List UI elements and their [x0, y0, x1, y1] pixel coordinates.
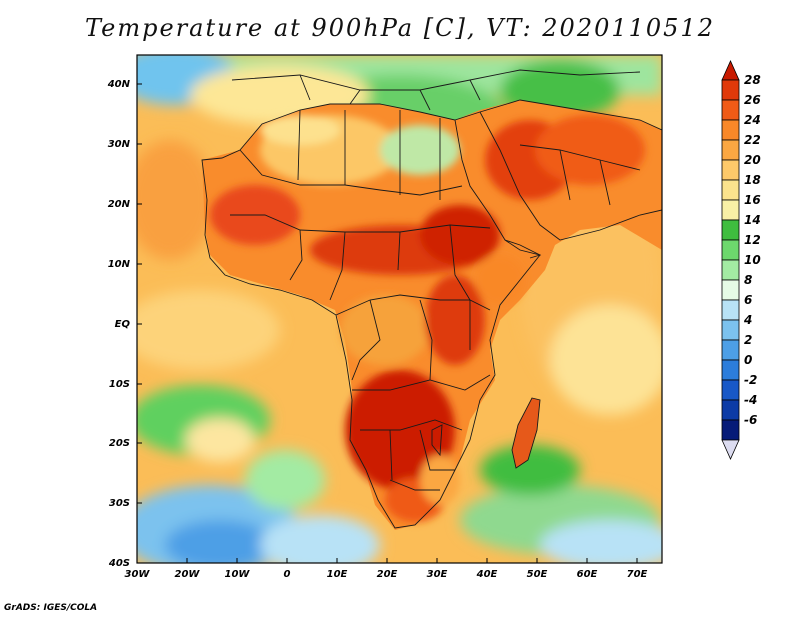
colorbar-box [721, 379, 740, 401]
axis-ticks [137, 83, 638, 563]
colorbar-box [721, 179, 740, 201]
colorbar-label: 4 [743, 313, 752, 327]
colorbar-box [721, 339, 740, 361]
borders [201, 69, 662, 529]
lat-label: 30S [109, 498, 130, 509]
lon-label: 40E [476, 569, 498, 580]
colorbar-box [721, 399, 740, 421]
colorbar-label: 20 [744, 153, 761, 167]
lon-label: 0 [284, 569, 291, 580]
colorbar-label: -6 [744, 413, 757, 427]
lat-label: 40N [107, 79, 131, 90]
lon-label: 10E [327, 569, 348, 580]
colorbar-label: 28 [744, 73, 761, 87]
colorbar-box [721, 319, 740, 341]
credit-text: GrADS: IGES/COLA [4, 603, 98, 613]
colorbar-box [721, 79, 740, 101]
lat-label: 10S [109, 379, 130, 390]
lat-label: 10N [108, 259, 131, 270]
chart-title: Temperature at 900hPa [C], VT: 202011051… [85, 14, 715, 42]
lon-label: 10W [225, 569, 251, 580]
lon-label: 60E [577, 569, 598, 580]
lat-label: 30N [108, 139, 131, 150]
colorbar-box [721, 419, 740, 441]
colorbar-box [721, 239, 740, 261]
colorbar-boxes [721, 60, 740, 460]
lon-label: 20W [175, 569, 201, 580]
lat-label: 40S [108, 558, 130, 569]
colorbar-box [721, 99, 740, 121]
colorbar-box [721, 279, 740, 301]
colorbar-box [721, 159, 740, 181]
colorbar-label: 12 [744, 233, 761, 247]
lon-label: 20E [377, 569, 398, 580]
lon-label: 50E [527, 569, 548, 580]
lon-label: 30W [125, 569, 151, 580]
colorbar-label: 16 [744, 193, 761, 207]
colorbar-label: 0 [744, 353, 752, 367]
lat-label: 20N [108, 199, 131, 210]
colorbar-label: -4 [744, 393, 757, 407]
colorbar-label: 22 [744, 133, 761, 147]
latitude-labels: 40N 30N 20N 10N EQ 10S 20S 30S 40S [107, 79, 131, 569]
colorbar-box [721, 219, 740, 241]
colorbar-label: 6 [744, 293, 752, 307]
lat-label: EQ [115, 319, 131, 330]
longitude-labels: 30W 20W 10W 0 10E 20E 30E 40E 50E 60E 70… [125, 569, 648, 580]
colorbar-bottom-arrow [721, 439, 740, 460]
colorbar-box [721, 359, 740, 381]
colorbar-label: 8 [744, 273, 752, 287]
colorbar-label: 2 [744, 333, 752, 347]
temperature-field [137, 55, 662, 563]
colorbar-label: 10 [744, 253, 761, 267]
lat-label: 20S [109, 438, 130, 449]
colorbar-label: 24 [744, 113, 761, 127]
colorbar-top-arrow [721, 60, 740, 81]
colorbar-box [721, 199, 740, 221]
colorbar-label: 26 [744, 93, 761, 107]
colorbar-box [721, 119, 740, 141]
lon-label: 70E [627, 569, 648, 580]
colorbar-label: 18 [744, 173, 761, 187]
lon-label: 30E [427, 569, 448, 580]
map-frame [136, 54, 663, 564]
colorbar-label: 14 [744, 213, 761, 227]
colorbar-box [721, 299, 740, 321]
colorbar-box [721, 139, 740, 161]
colorbar-box [721, 259, 740, 281]
colorbar-label: -2 [744, 373, 757, 387]
